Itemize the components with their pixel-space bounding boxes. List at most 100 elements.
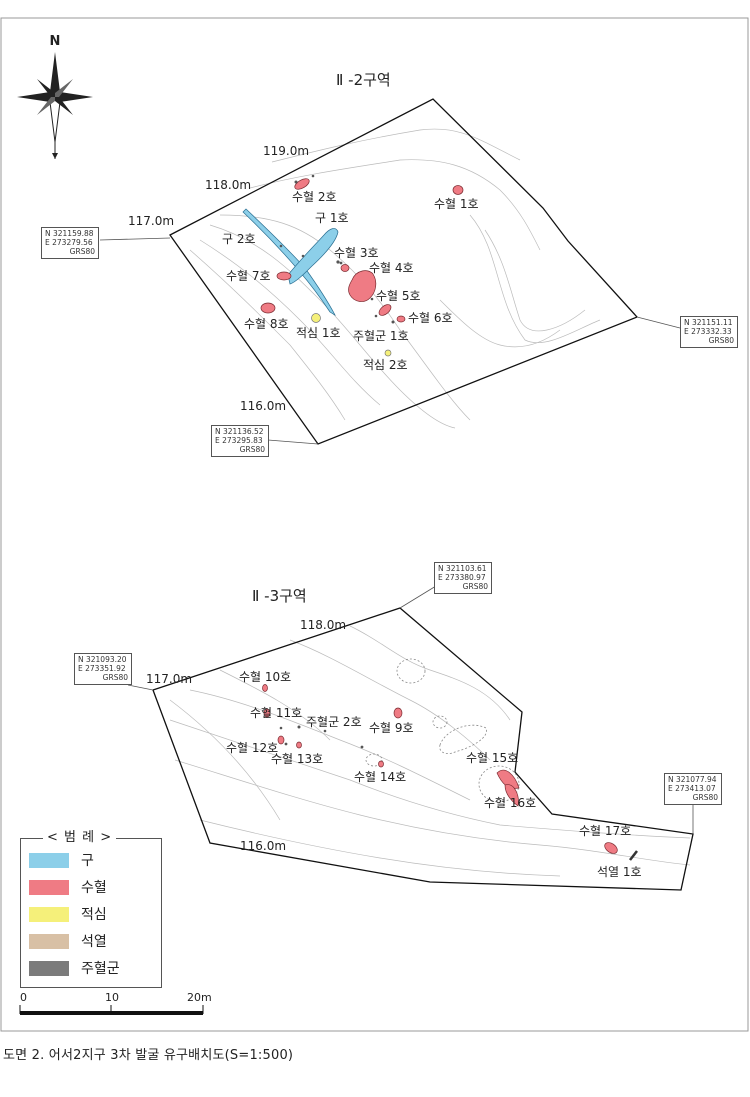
north-label: N [50,34,61,49]
contour-label: 117.0m [146,672,192,686]
pit-6-feature [396,315,406,323]
pit-13-feature [296,741,302,749]
pit-11-label: 수혈 11호 [250,706,302,720]
pit-15-label: 수혈 15호 [466,751,518,765]
postholes [279,174,395,324]
pit-9-feature [393,707,403,719]
pit-6-label: 수혈 6호 [408,311,453,325]
legend-swatch-posthole [29,960,69,976]
contour-label: 116.0m [240,839,286,853]
contour-label: 116.0m [240,399,286,413]
legend-label: 적심 [81,907,107,923]
pit-4-label: 수혈 4호 [369,261,414,275]
stone-row-1-feature [629,850,638,861]
zone-bottom-contours [169,625,691,877]
posthole-group-2-label: 주혈군 2호 [306,715,362,729]
pit-17-label: 수혈 17호 [579,824,631,838]
coord-box-top-west: N 321159.88 E 273279.56 GRS80 [41,227,99,259]
contour-label: 119.0m [263,144,309,158]
pit-15-feature [496,769,520,789]
ditch-1-feature [287,228,339,285]
coord-datum: GRS80 [708,336,734,345]
coord-n: N 321159.88 [45,229,94,238]
postholes-bottom [279,725,364,749]
legend-label: 주혈군 [81,961,120,977]
pit-5-label: 수혈 5호 [376,289,421,303]
coord-box-bottom-west: N 321093.20 E 273351.92 GRS80 [74,653,132,685]
legend-item: 구 [29,851,94,869]
pit-13-label: 수혈 13호 [271,752,323,766]
pit-12-label: 수혈 12호 [226,741,278,755]
scale-tick-label: 20m [187,991,212,1004]
ditch-2-label: 구 2호 [222,232,256,246]
stone-1-label: 적심 1호 [296,326,341,340]
coord-datum: GRS80 [462,582,488,591]
coord-e: E 273332.33 [684,327,732,336]
coord-box-bottom-east: N 321077.94 E 273413.07 GRS80 [664,773,722,805]
pit-11-feature [263,708,271,718]
stone-1-feature [311,313,321,323]
pit-14-feature [378,760,384,768]
coord-n: N 321136.52 [215,427,264,436]
coord-box-bottom-north: N 321103.61 E 273380.97 GRS80 [434,562,492,594]
pit-14-label: 수혈 14호 [354,770,406,784]
ditch-2-feature [242,208,336,316]
site-map: N Ⅱ -2구역 119.0m 118.0m 117.0m 116.0m [0,17,749,1032]
coord-n: N 321093.20 [78,655,127,664]
zone-bottom: Ⅱ -3구역 118.0m 117.0m 116.0m [127,585,694,891]
compass-rose-icon [17,52,93,159]
pit-3-feature [340,264,350,272]
legend-item: 수혈 [29,878,107,896]
coord-e: E 273351.92 [78,664,126,673]
coord-e: E 273279.56 [45,238,93,247]
coord-e: E 273295.83 [215,436,263,445]
contour-label: 117.0m [128,214,174,228]
pit-10-label: 수혈 10호 [239,670,291,684]
pit-10-feature [262,684,268,692]
legend-swatch-stone [29,906,69,922]
pit-2-feature [294,178,310,190]
pit-16-label: 수혈 16호 [484,796,536,810]
zone-top-title: Ⅱ -2구역 [336,71,391,89]
pit-17-feature [604,842,618,854]
pit-5-feature [378,304,392,316]
legend-label: 수혈 [81,880,107,896]
legend-swatch-ditch [29,852,69,868]
legend-swatch-pit [29,879,69,895]
zone-bottom-title: Ⅱ -3구역 [252,587,307,605]
scale-tick-label: 10 [105,991,119,1004]
pit-16-feature [504,784,519,807]
legend-item: 석열 [29,932,107,950]
zone-bottom-boundary [152,607,694,891]
pit-1-feature [452,185,464,195]
disturbance-outlines [365,658,520,803]
coord-n: N 321103.61 [438,564,487,573]
pit-7-feature [276,271,292,281]
pit-9-label: 수혈 9호 [369,721,414,735]
legend-label: 석열 [81,934,107,950]
zone-top: Ⅱ -2구역 119.0m 118.0m 117.0m 116.0m [99,71,681,445]
coord-box-top-east: N 321151.11 E 273332.33 GRS80 [680,316,738,348]
coord-datum: GRS80 [239,445,265,454]
stone-2-label: 적심 2호 [363,358,408,372]
map-frame-border [0,17,749,1032]
zone-top-contours [189,128,601,429]
coord-e: E 273380.97 [438,573,486,582]
pit-7-label: 수혈 7호 [226,269,271,283]
legend-label: 구 [81,853,94,869]
coord-box-top-south: N 321136.52 E 273295.83 GRS80 [211,425,269,457]
scale-bar: 0 10 20m [19,991,212,1015]
contour-label: 118.0m [300,618,346,632]
coord-n: N 321151.11 [684,318,733,327]
legend-item: 주혈군 [29,959,120,977]
pit-8-label: 수혈 8호 [244,317,289,331]
legend: < 범 례 > 구 수혈 적심 석열 주혈군 [20,830,162,988]
pit-3-label: 수혈 3호 [334,246,379,260]
coord-datum: GRS80 [69,247,95,256]
pit-12-feature [277,735,285,745]
zone-bottom-pits [262,684,618,854]
stone-2-feature [384,349,392,357]
contour-label: 118.0m [205,178,251,192]
coord-n: N 321077.94 [668,775,717,784]
posthole-group-1-label: 주혈군 1호 [353,329,409,343]
